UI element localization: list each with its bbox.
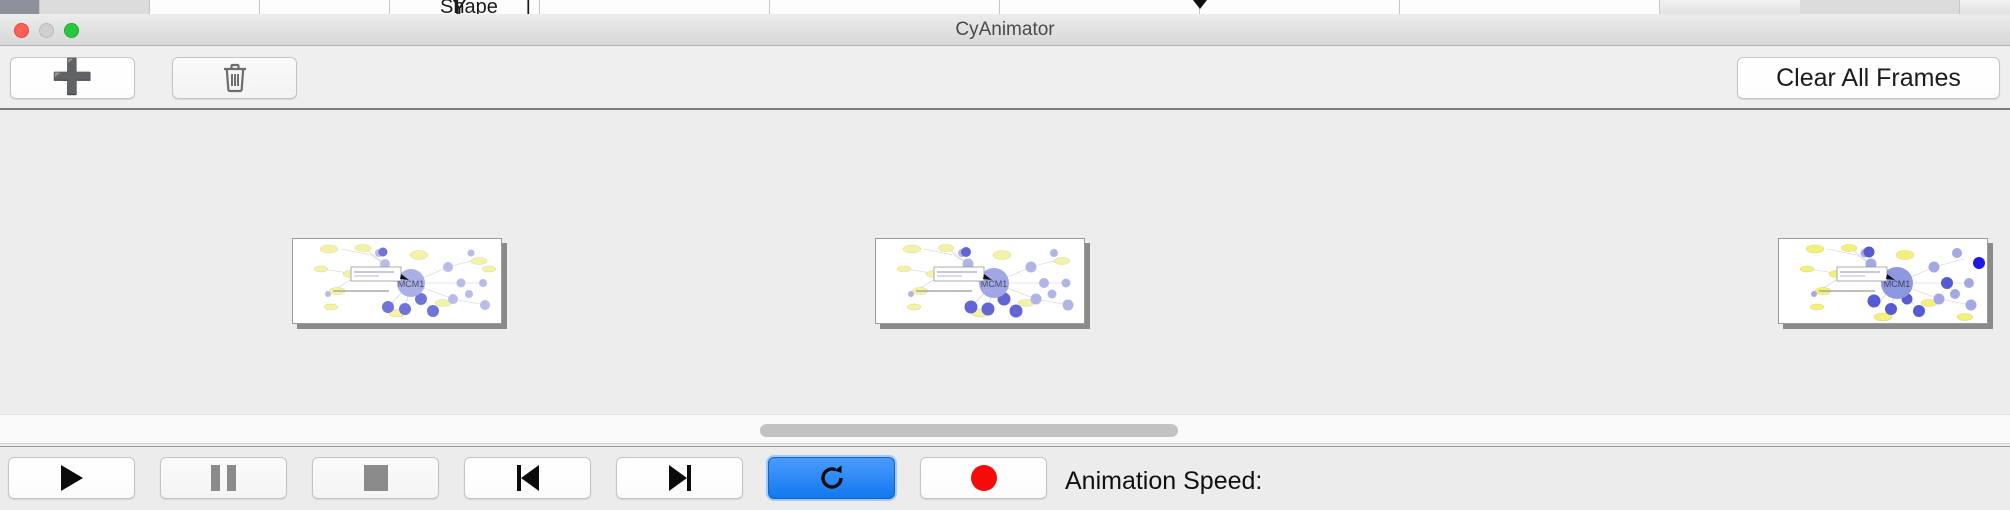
window-title: CyAnimator [955,18,1055,40]
close-button[interactable] [14,23,29,38]
pause-icon [211,465,236,491]
plus-icon: ➕ [51,58,94,97]
clear-all-frames-label: Clear All Frames [1776,63,1961,92]
loop-icon [820,465,843,489]
frame-thumbnail-1[interactable]: MCM1 [292,238,507,329]
stop-icon [363,465,388,491]
bg-chip [540,0,770,14]
play-button[interactable] [8,457,135,499]
network-graph-icon: MCM1 [313,244,497,318]
delete-frame-button[interactable] [172,57,297,99]
network-graph-icon: MCM1 [896,244,1074,318]
bg-chip [1800,0,1960,14]
loop-button[interactable] [768,457,895,499]
trash-icon [223,63,246,93]
bg-chip [770,0,1000,14]
record-icon [970,465,997,491]
skip-start-button[interactable] [464,457,591,499]
bg-chip [1000,0,1200,14]
bg-chip [0,0,40,14]
playback-bar: Animation Speed: [0,446,2010,510]
skip-end-icon [668,465,691,491]
bg-chip [150,0,260,14]
bg-chip [260,0,390,14]
timeline-panel[interactable]: MCM1 [0,112,2010,414]
bg-chip [1400,0,1660,14]
pause-button[interactable] [160,457,287,499]
title-bar: CyAnimator [0,14,2010,46]
bg-label-bracket: [ [455,0,461,14]
hub-node [397,269,425,297]
skip-end-button[interactable] [616,457,743,499]
animation-speed-label: Animation Speed: [1065,467,1263,495]
bg-caret-icon [1193,0,1207,9]
window-traffic-lights [14,23,79,38]
hub-node-label: MCM1 [1884,279,1911,289]
frame-image: MCM1 [292,238,502,324]
hub-node [979,268,1009,298]
bg-chip [390,0,540,14]
stop-button[interactable] [312,457,439,499]
bg-chip [40,0,150,14]
frame-thumbnail-2[interactable]: MCM1 [875,238,1090,329]
zoom-button[interactable] [64,23,79,38]
add-frame-button[interactable]: ➕ [10,57,135,99]
hub-node [1881,267,1913,299]
bg-chip [1200,0,1400,14]
minimize-button[interactable] [39,23,54,38]
hub-node-label: MCM1 [398,279,425,289]
bg-label-bracket: ] [525,0,531,14]
clear-all-frames-button[interactable]: Clear All Frames [1737,57,2000,99]
background-windows-strip: [ ] Y Shape [0,0,2010,14]
hub-node-label: MCM1 [981,279,1008,289]
timeline-scrollbar-thumb[interactable] [760,424,1178,437]
toolbar: ➕ Clear All Frames [0,46,2010,110]
record-button[interactable] [920,457,1047,499]
network-graph-icon: MCM1 [1799,244,1985,322]
skip-start-icon [516,465,539,491]
frame-image: MCM1 [1778,238,1988,324]
bg-window-title: Shape [440,0,498,14]
play-icon [60,465,83,491]
frame-image: MCM1 [875,238,1085,324]
bg-label-text: Y [452,0,467,14]
frame-thumbnail-3[interactable]: MCM1 [1778,238,1993,329]
